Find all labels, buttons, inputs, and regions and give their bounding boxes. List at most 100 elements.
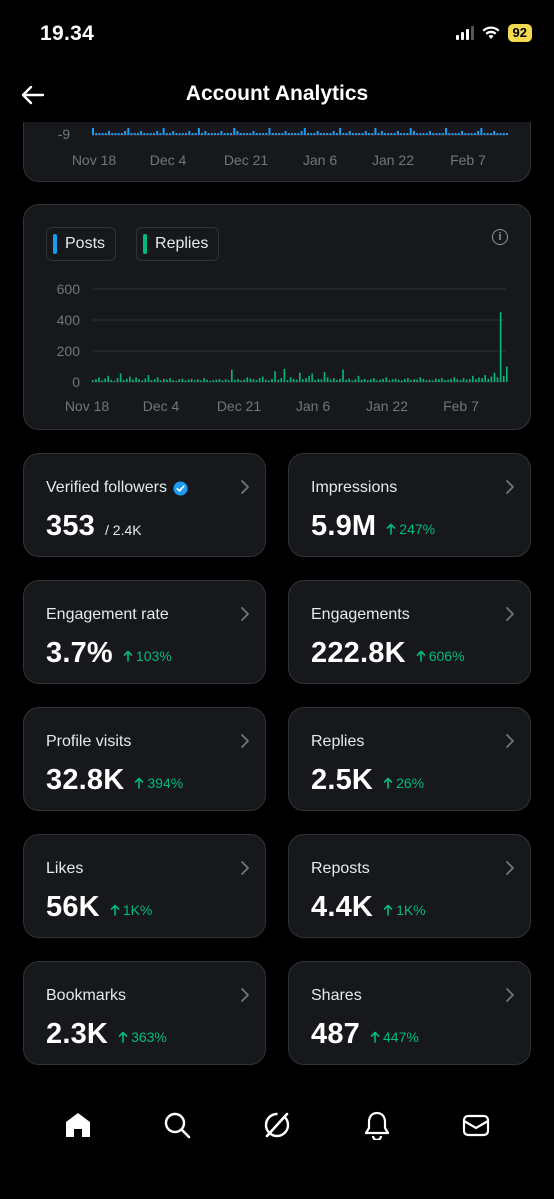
nav-notifications[interactable] (355, 1103, 399, 1147)
top-chart-bar (486, 133, 489, 135)
y-tick-label: 600 (57, 281, 81, 297)
header: Account Analytics (0, 72, 554, 118)
info-icon[interactable]: i (492, 229, 508, 245)
chart-bar (444, 380, 446, 382)
metric-change: 363% (118, 1029, 167, 1045)
chart-bar (132, 379, 134, 382)
y-tick-label: 200 (57, 343, 81, 359)
chart-bar (320, 379, 323, 382)
top-chart-bar (319, 133, 322, 135)
chart-bar (422, 378, 425, 382)
chart-bar (135, 377, 137, 382)
metric-value-row: 56K 1K% (46, 891, 152, 924)
chevron-right-icon (506, 607, 514, 621)
top-chart-bar (226, 133, 229, 135)
top-chart-bar (98, 133, 101, 135)
chart-bar (428, 379, 431, 382)
top-chart-bar (374, 128, 377, 135)
metric-tile-impressions[interactable]: Impressions 5.9M 247% (288, 453, 531, 557)
metric-change: 1K% (383, 902, 426, 918)
chart-bar (450, 378, 452, 382)
chart-bar (388, 380, 391, 382)
analytics-content[interactable]: -9 Nov 18 Dec 4 Dec 21 Jan 6 Jan 22 Feb 7 600… (0, 122, 554, 1080)
top-chart-bar (483, 133, 486, 135)
legend-replies-label: Replies (155, 235, 209, 252)
top-chart-bar (441, 133, 444, 135)
metric-tile-verified-followers[interactable]: Verified followers 353 / 2.4K (23, 453, 266, 557)
nav-grok[interactable] (255, 1103, 299, 1147)
chevron-right-icon (241, 861, 249, 875)
metric-tile-bookmarks[interactable]: Bookmarks 2.3K 363% (23, 961, 266, 1065)
messages-icon (463, 1114, 490, 1137)
metric-tile-profile-visits[interactable]: Profile visits 32.8K 394% (23, 707, 266, 811)
top-chart-bar (133, 133, 136, 135)
top-chart-bar (409, 128, 412, 135)
metric-subvalue: / 2.4K (105, 522, 142, 538)
metric-value-row: 2.5K 26% (311, 764, 424, 797)
metric-label: Impressions (311, 479, 397, 497)
metric-value: 32.8K (46, 764, 125, 796)
top-chart-bar (236, 131, 239, 135)
top-chart-bar (117, 133, 120, 135)
top-chart-bar (156, 131, 159, 135)
chevron-right-icon (506, 480, 514, 494)
chart-bar (400, 380, 403, 382)
legend-posts[interactable]: Posts (46, 227, 117, 261)
top-chart-bar (233, 128, 236, 135)
x-tick-label: Jan 22 (366, 398, 408, 414)
chart-bar (95, 379, 97, 382)
top-chart-bar (502, 133, 505, 135)
status-time: 19.34 (40, 22, 95, 45)
x-tick-label: Dec 21 (217, 398, 262, 414)
nav-search[interactable] (155, 1103, 199, 1147)
chart-bar (200, 380, 202, 382)
top-chart-x-ticks: Nov 18 Dec 4 Dec 21 Jan 6 Jan 22 Feb 7 (72, 152, 486, 168)
back-arrow-icon (21, 85, 45, 105)
legend-replies[interactable]: Replies (136, 227, 220, 261)
chart-bar (379, 379, 381, 382)
y-tick-label: 0 (72, 374, 80, 390)
chart-bar (190, 378, 193, 382)
nav-messages[interactable] (454, 1103, 498, 1147)
top-chart-bar (188, 131, 191, 135)
top-chart-bar (239, 133, 242, 135)
metric-value: 487 (311, 1018, 360, 1050)
chart-bar (391, 379, 394, 382)
top-chart-bar (230, 133, 232, 135)
top-chart-bar (425, 133, 428, 135)
metric-tile-replies[interactable]: Replies 2.5K 26% (288, 707, 531, 811)
x-tick-label: Jan 6 (303, 152, 337, 168)
chart-bar (224, 379, 227, 382)
metric-tile-reposts[interactable]: Reposts 4.4K 1K% (288, 834, 531, 938)
arrow-up-icon (118, 1031, 128, 1043)
top-chart-bar (262, 133, 265, 135)
top-chart-bar (393, 133, 396, 135)
top-chart-bars (92, 128, 508, 136)
chart-bar (468, 378, 471, 382)
top-chart-bar (451, 133, 454, 135)
top-chart-bar (284, 131, 287, 135)
chart-bar (478, 377, 480, 382)
chart-bar (481, 378, 483, 382)
metric-value: 2.3K (46, 1018, 109, 1050)
nav-home[interactable] (56, 1103, 100, 1147)
metric-tile-engagements[interactable]: Engagements 222.8K 606% (288, 580, 531, 684)
top-chart-bar (297, 133, 300, 135)
top-chart-bar (246, 133, 249, 135)
chart-bar (125, 378, 128, 382)
top-chart-bar (493, 131, 496, 135)
top-chart-bar (400, 133, 403, 135)
metric-value: 353 (46, 510, 95, 542)
metric-change-value: 606% (428, 648, 465, 664)
metric-tile-engagement-rate[interactable]: Engagement rate 3.7% 103% (23, 580, 266, 684)
metric-tile-shares[interactable]: Shares 487 447% (288, 961, 531, 1065)
metric-tile-likes[interactable]: Likes 56K 1K% (23, 834, 266, 938)
back-button[interactable] (18, 80, 48, 110)
top-chart-bar (268, 128, 271, 135)
arrow-up-icon (383, 777, 393, 789)
top-chart-bar (159, 133, 162, 135)
chart-bar (110, 379, 113, 382)
top-chart-bar (287, 133, 290, 135)
x-tick-label: Nov 18 (72, 152, 117, 168)
y-tick-label: 400 (57, 312, 81, 328)
